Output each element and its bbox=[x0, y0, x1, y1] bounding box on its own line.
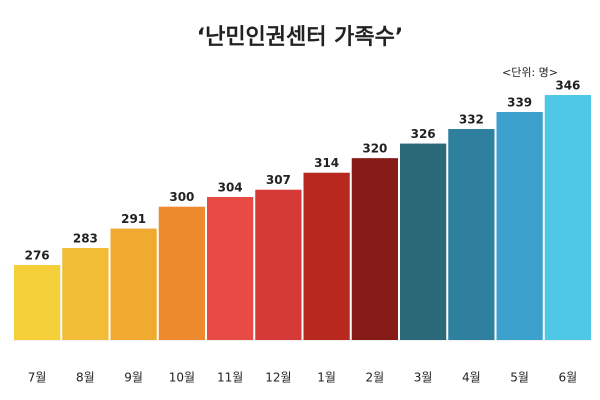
unit-label: <단위: 명> bbox=[502, 66, 558, 79]
x-tick-label: 7월 bbox=[28, 371, 47, 385]
bar bbox=[110, 228, 157, 340]
bar bbox=[544, 95, 591, 340]
value-label: 307 bbox=[266, 173, 291, 187]
x-tick-label: 11월 bbox=[217, 371, 243, 385]
chart-title: ‘난민인권센터 가족수’ bbox=[197, 25, 404, 50]
value-label: 276 bbox=[25, 249, 50, 263]
x-tick-label: 10월 bbox=[169, 371, 195, 385]
bar bbox=[207, 197, 254, 340]
value-label: 320 bbox=[362, 142, 387, 156]
bar bbox=[62, 248, 109, 340]
value-label: 346 bbox=[555, 79, 580, 93]
x-tick-label: 5월 bbox=[510, 371, 529, 385]
value-label: 300 bbox=[169, 190, 194, 204]
value-label: 283 bbox=[73, 232, 98, 246]
x-tick-label: 8월 bbox=[76, 371, 95, 385]
x-tick-label: 1월 bbox=[317, 371, 336, 385]
value-label: 291 bbox=[121, 212, 146, 226]
x-tick-label: 4월 bbox=[462, 371, 481, 385]
value-label: 339 bbox=[507, 96, 532, 110]
value-label: 314 bbox=[314, 156, 339, 170]
x-tick-label: 3월 bbox=[414, 371, 433, 385]
bar bbox=[255, 189, 302, 340]
x-tick-label: 2월 bbox=[366, 371, 385, 385]
bar bbox=[158, 206, 205, 340]
value-label: 304 bbox=[218, 181, 243, 195]
bar bbox=[496, 112, 543, 340]
bar bbox=[448, 129, 495, 340]
bar bbox=[303, 172, 350, 340]
x-tick-label: 12월 bbox=[265, 371, 291, 385]
value-label: 332 bbox=[459, 113, 484, 127]
x-tick-label: 9월 bbox=[124, 371, 143, 385]
bar bbox=[400, 143, 447, 340]
bar bbox=[14, 265, 61, 340]
x-tick-label: 6월 bbox=[559, 371, 578, 385]
value-label: 326 bbox=[411, 127, 436, 141]
bar bbox=[351, 158, 398, 340]
